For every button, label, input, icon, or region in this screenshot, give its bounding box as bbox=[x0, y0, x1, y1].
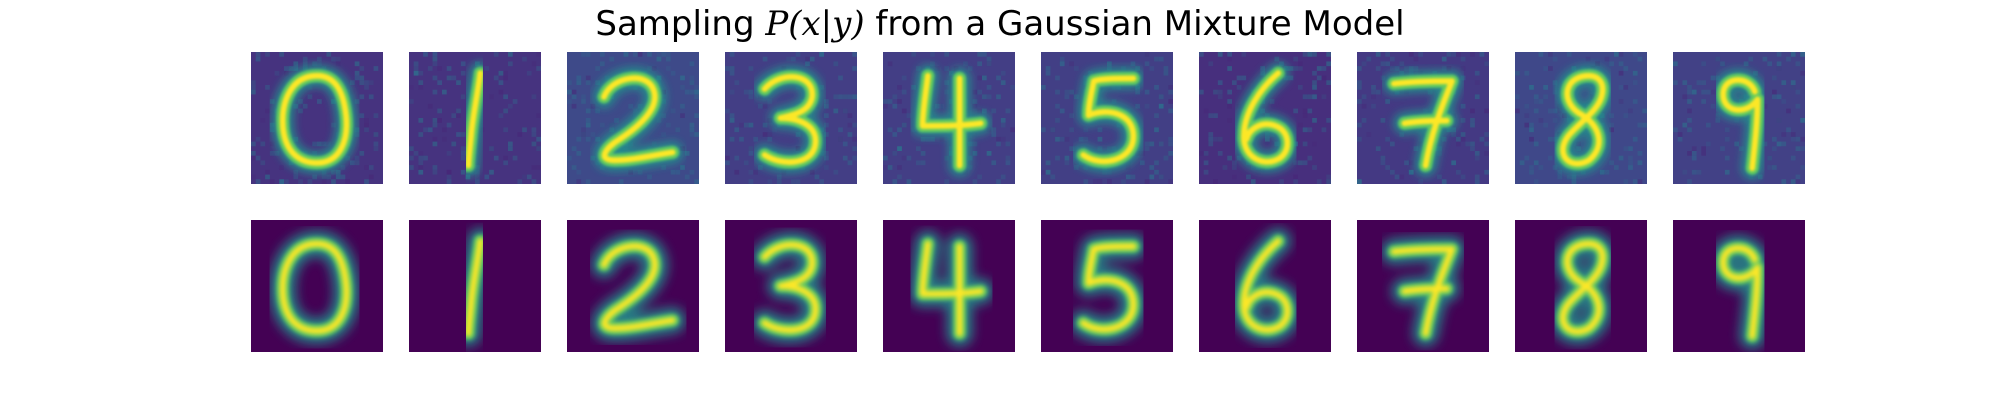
digit-stroke-core bbox=[761, 73, 819, 166]
digit-stroke-core bbox=[600, 75, 676, 164]
digit-panel-sampled-3 bbox=[725, 52, 857, 184]
digit-panel-sampled-9 bbox=[1673, 52, 1805, 184]
digit-panel-mean-3 bbox=[725, 220, 857, 352]
digit-panel-sampled-0 bbox=[251, 52, 383, 184]
digit-panel-mean-6 bbox=[1199, 220, 1331, 352]
digit-stroke-core bbox=[1560, 72, 1606, 167]
digit-stroke-core bbox=[465, 238, 484, 337]
digit-stroke-core bbox=[1080, 75, 1137, 165]
figure-title-prefix: Sampling bbox=[595, 4, 766, 44]
digit-stroke-core bbox=[1390, 246, 1456, 337]
digit-panel-sampled-4 bbox=[883, 52, 1015, 184]
digit-panel-mean-0 bbox=[251, 220, 383, 352]
digit-stroke-core bbox=[279, 72, 350, 166]
digit-stroke-core bbox=[600, 243, 676, 332]
digit-stroke-core bbox=[1390, 78, 1456, 169]
digit-stroke-core bbox=[919, 72, 984, 169]
digit-stroke-core bbox=[1560, 240, 1606, 335]
digit-stroke-core bbox=[1080, 243, 1137, 333]
digit-stroke-core bbox=[761, 241, 819, 334]
digit-panel-mean-5 bbox=[1041, 220, 1173, 352]
digit-panel-sampled-8 bbox=[1515, 52, 1647, 184]
digit-panel-mean-2 bbox=[567, 220, 699, 352]
digit-panel-mean-1 bbox=[409, 220, 541, 352]
digit-panel-mean-9 bbox=[1673, 220, 1805, 352]
digit-panel-sampled-2 bbox=[567, 52, 699, 184]
digit-panel-sampled-7 bbox=[1357, 52, 1489, 184]
digit-panel-mean-8 bbox=[1515, 220, 1647, 352]
digit-stroke-core bbox=[1720, 245, 1761, 340]
digit-stroke-core bbox=[1240, 70, 1291, 165]
digit-stroke-core bbox=[1240, 238, 1291, 333]
digit-stroke-core bbox=[279, 240, 350, 334]
digit-panel-mean-4 bbox=[883, 220, 1015, 352]
figure-title-math: P(x|y) bbox=[765, 4, 865, 44]
digit-stroke-core bbox=[919, 240, 984, 337]
digit-panel-sampled-6 bbox=[1199, 52, 1331, 184]
digit-panel-mean-7 bbox=[1357, 220, 1489, 352]
digit-panel-sampled-5 bbox=[1041, 52, 1173, 184]
digit-stroke-core bbox=[1720, 77, 1761, 172]
figure-title-suffix: from a Gaussian Mixture Model bbox=[864, 4, 1405, 44]
digit-panel-sampled-1 bbox=[409, 52, 541, 184]
digit-stroke-core bbox=[465, 70, 484, 169]
figure-title: Sampling P(x|y) from a Gaussian Mixture … bbox=[0, 4, 2000, 44]
